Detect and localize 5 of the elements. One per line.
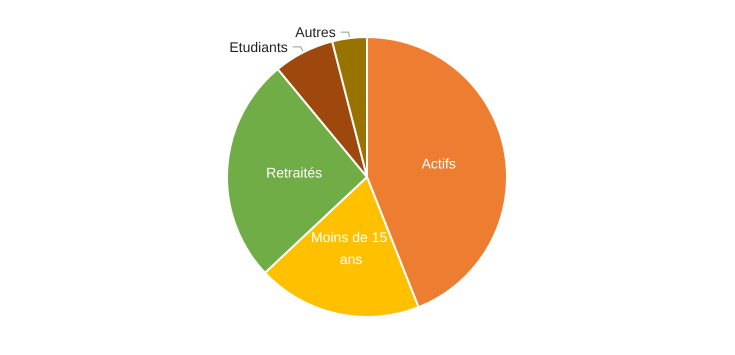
slice-label: Autres <box>295 24 336 40</box>
slice-label: Etudiants <box>229 38 288 55</box>
slice-label: Actifs <box>422 155 456 172</box>
slice-label: Moins de 15 ans <box>310 229 392 268</box>
slice-label: Retraités <box>266 164 322 180</box>
